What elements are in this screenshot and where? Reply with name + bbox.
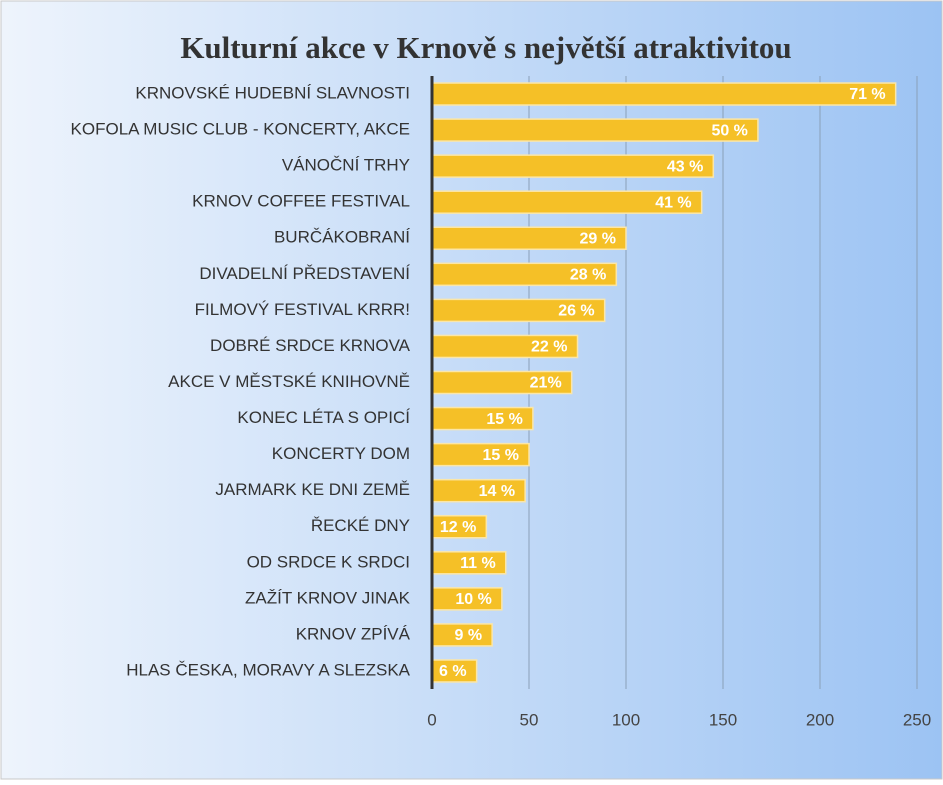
x-tick-label: 150 — [709, 710, 737, 729]
y-tick-label: FILMOVÝ FESTIVAL KRRR! — [195, 300, 410, 319]
y-tick-label: KONEC LÉTA S OPICÍ — [237, 408, 410, 427]
value-label: 22 % — [531, 339, 567, 356]
value-label: 6 % — [439, 663, 467, 680]
x-tick-label: 100 — [612, 710, 640, 729]
x-tick-label: 200 — [806, 710, 834, 729]
y-tick-label: AKCE V MĚSTSKÉ KNIHOVNĚ — [168, 372, 410, 391]
y-tick-label: OD SRDCE K SRDCI — [247, 552, 410, 571]
value-label: 71 % — [849, 86, 885, 103]
value-label: 9 % — [455, 627, 483, 644]
value-label: 26 % — [558, 303, 594, 320]
y-tick-label: KRNOV ZPÍVÁ — [296, 624, 411, 643]
y-tick-label: ZAŽÍT KRNOV JINAK — [245, 588, 411, 607]
y-tick-label: KOFOLA MUSIC CLUB - KONCERTY, AKCE — [71, 120, 410, 139]
value-label: 29 % — [580, 230, 616, 247]
y-tick-label: DIVADELNÍ PŘEDSTAVENÍ — [199, 264, 410, 283]
value-label: 28 % — [570, 267, 606, 284]
value-label: 43 % — [667, 158, 703, 175]
y-tick-label: VÁNOČNÍ TRHY — [282, 156, 410, 175]
bar — [431, 82, 897, 106]
x-tick-label: 50 — [520, 710, 539, 729]
bar — [431, 118, 759, 142]
y-tick-label: KRNOV COFFEE FESTIVAL — [192, 192, 410, 211]
y-tick-label: ŘECKÉ DNY — [311, 516, 410, 535]
y-tick-label: JARMARK KE DNI ZEMĚ — [215, 480, 410, 499]
y-tick-label: KRNOVSKÉ HUDEBNÍ SLAVNOSTI — [135, 84, 410, 103]
y-tick-label: DOBRÉ SRDCE KRNOVA — [210, 336, 411, 355]
y-tick-label: KONCERTY DOM — [272, 444, 410, 463]
value-label: 15 % — [486, 411, 522, 428]
value-label: 50 % — [711, 122, 747, 139]
value-label: 10 % — [455, 591, 491, 608]
chart-title: Kulturní akce v Krnově s největší atrakt… — [180, 30, 791, 65]
x-tick-label: 250 — [903, 710, 931, 729]
x-tick-label: 0 — [427, 710, 436, 729]
value-label: 11 % — [460, 555, 496, 572]
value-label: 41 % — [655, 194, 691, 211]
value-label: 14 % — [479, 483, 515, 500]
value-label: 15 % — [483, 447, 519, 464]
y-tick-label: BURČÁKOBRANÍ — [274, 228, 410, 247]
value-label: 21% — [530, 375, 562, 392]
value-label: 12 % — [440, 519, 476, 536]
y-tick-label: HLAS ČESKA, MORAVY A SLEZSKA — [126, 660, 410, 679]
